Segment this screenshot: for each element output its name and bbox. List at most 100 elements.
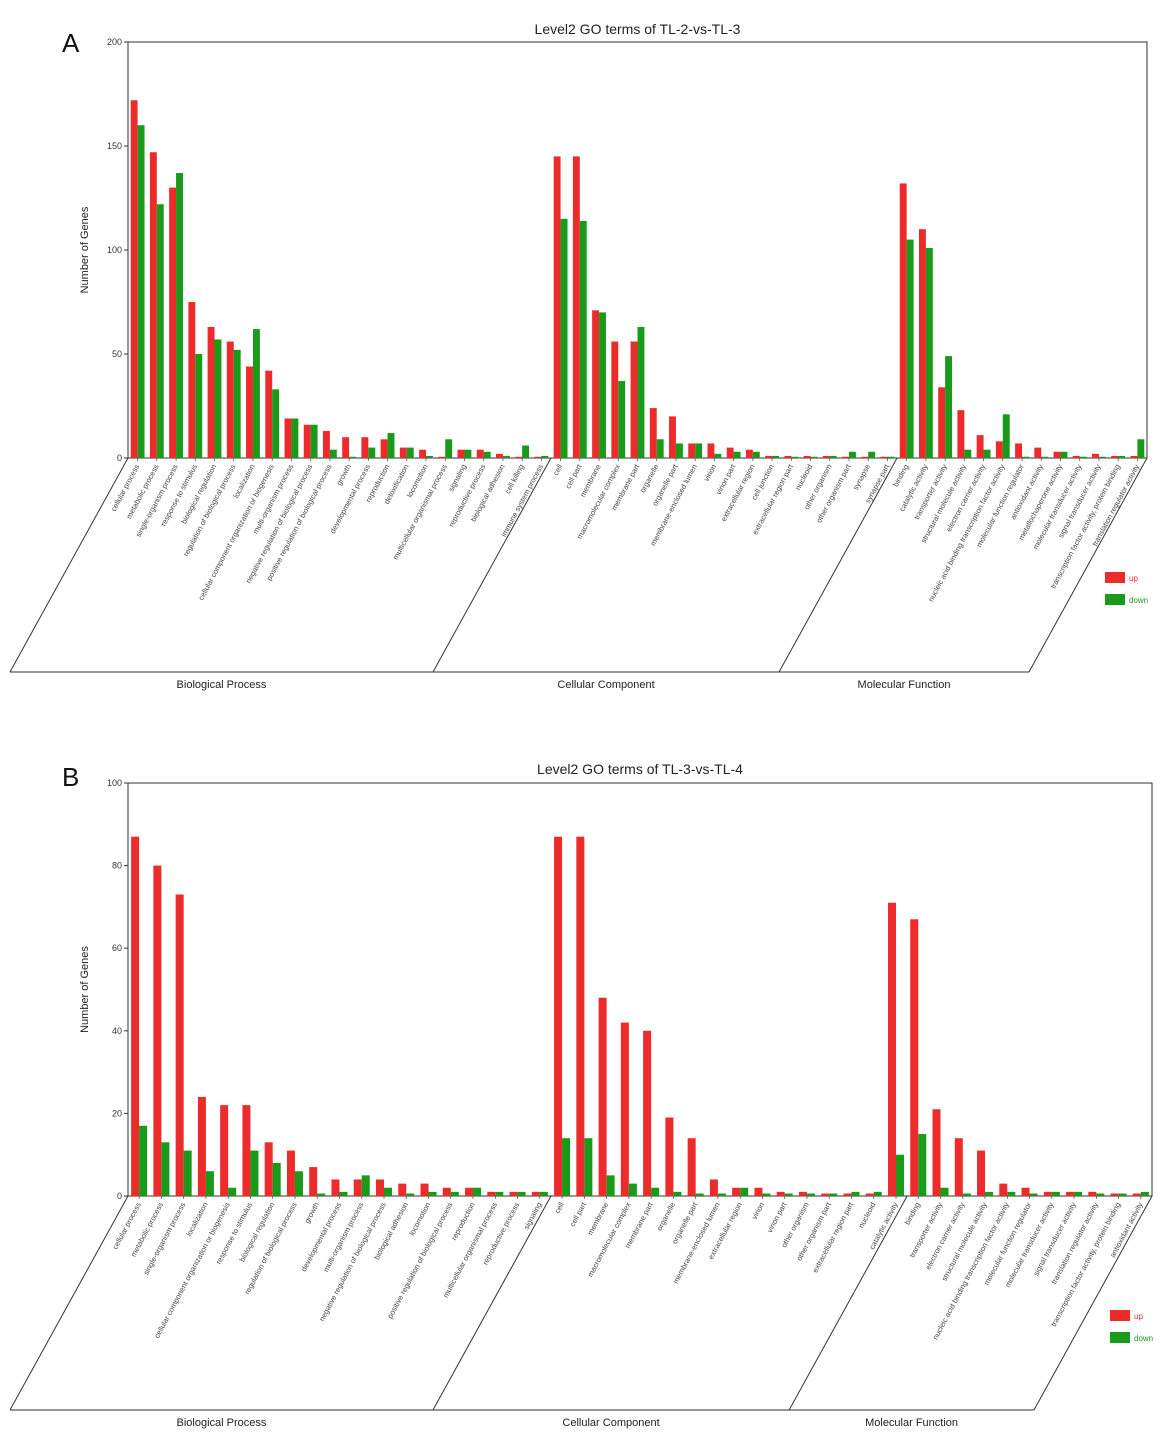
chart-a-bar-down [599,312,606,458]
chart-a-bar-down [1022,456,1029,458]
chart-b-bar-up [887,902,896,1196]
chart-b-bar-up [197,1096,206,1196]
chart-b-bar-down [473,1187,482,1196]
chart-a-bar-down [1118,455,1126,458]
chart-a-bar-down [195,354,203,458]
chart-a-bar-up [707,443,715,458]
chart-a-bar-up [1111,455,1119,458]
chart-b-bar-down [428,1191,437,1196]
chart-a-bar-down [695,443,703,458]
chart-b-bar-up [620,1022,629,1196]
chart-a-bar-down [618,381,626,458]
chart-a-legend-label-down: down [1129,596,1148,605]
chart-a-bar-down [772,455,780,458]
chart-a-category-label: cell [551,462,564,476]
chart-b-bar-up [576,836,585,1196]
chart-b-bar-down [918,1134,927,1196]
chart-b-bar-down [517,1191,526,1196]
chart-a-bar-down [176,173,183,459]
chart-a-bar-down [522,445,530,458]
chart-a-bar-down [1002,414,1010,458]
chart-b-bar-down [985,1191,994,1196]
chart-b-bar-up [977,1150,986,1196]
chart-a-bar-up [938,387,946,458]
chart-b-bar-down [205,1171,214,1196]
chart-a-y-tick-label: 150 [107,141,122,151]
chart-b-bar-up [598,997,607,1196]
chart-a-bar-up [1130,455,1138,458]
chart-a-bar-up [861,456,869,458]
chart-a-bar-down [656,439,664,458]
chart-b-bar-down [361,1175,370,1196]
chart-a-bar-down [868,451,876,458]
chart-a-bar-down [214,339,222,458]
chart-a-bar-down [368,447,376,458]
chart-a-bar-up [957,410,965,458]
chart-a-bar-up [553,156,561,458]
chart-b-bar-down [717,1193,726,1196]
chart-a-bar-down [829,455,837,458]
chart-b-bar-down [450,1191,459,1196]
chart-a-bar-up [322,430,330,458]
chart-a-title: Level2 GO terms of TL-2-vs-TL-3 [535,21,741,37]
chart-a-bar-up [1053,451,1061,458]
chart-b-y-tick-label: 60 [112,943,122,953]
chart-b-bar-up [353,1179,362,1196]
chart-a-bar-down [483,451,491,458]
chart-b-plot-frame [127,782,1153,1197]
chart-a-bar-up [265,370,273,458]
chart-a-bar-down [579,220,587,458]
chart-a-bar-down [310,424,318,458]
chart-a-category-label: synapse [851,463,872,492]
chart-b-category-label: virion part [765,1200,789,1234]
chart-a-group-divider [432,457,552,673]
chart-b-bar-up [375,1179,384,1196]
chart-b-category-label: developmental process [299,1201,343,1274]
chart-b-bar-down [896,1154,905,1196]
chart-a-bar-up [1072,455,1080,458]
chart-a-bar-down [502,455,510,458]
chart-a-bar-down [848,451,856,458]
chart-b-category-label: cell [553,1200,566,1214]
chart-a-bar-up [899,183,907,458]
chart-b-bar-down [673,1191,682,1196]
chart-b-bar-down [139,1125,148,1196]
chart-b-bar-down [406,1193,415,1196]
chart-a-bar-down [252,329,260,458]
chart-b-y-axis-label: Number of Genes [79,946,91,1033]
chart-a-bar-down [464,449,472,458]
chart-b-bar-up [487,1191,496,1196]
chart-b-bar-up [309,1167,318,1196]
chart-a-bar-down [233,349,241,458]
chart-b-group-divider [9,1195,129,1411]
chart-a-bar-up [688,443,696,458]
chart-b-group-label: Cellular Component [562,1417,659,1429]
chart-b-bar-down [339,1191,348,1196]
chart-b-bar-up [843,1193,852,1196]
chart-b-bar-up [910,919,919,1196]
chart-b-category-label: nucleoid [856,1201,877,1230]
chart-a-bar-up [669,416,676,458]
chart-b-bar-down [294,1171,303,1196]
chart-a-bar-up [611,341,619,458]
chart-a-bar-up [649,408,657,458]
chart-a-category-label: growth [334,463,353,487]
chart-a-bar-up [419,449,427,458]
chart-b-bar-down [962,1193,971,1196]
chart-b-group-label: Biological Process [177,1417,267,1429]
chart-a-bar-down [906,239,914,458]
chart-a-group-divider [778,457,898,673]
chart-a-bar-up [726,447,734,458]
chart-b-y-tick-label: 100 [107,778,122,788]
chart-a-bar-up [745,449,753,458]
chart-a-bar-up [361,437,369,458]
chart-b-bar-down [495,1191,504,1196]
chart-a-bar-up [1034,447,1042,458]
chart-b-bar-up [1066,1191,1075,1196]
chart-a-bar-up [188,302,196,458]
chart-b-category-label: multi-organism process [321,1201,365,1274]
chart-a-bar-up [842,456,849,458]
chart-a-bar-down [964,449,972,458]
chart-a-category-label: nucleoid [793,463,814,492]
chart-b: Level2 GO terms of TL-3-vs-TL-4 0 20 40 60 80… [9,761,1153,1429]
